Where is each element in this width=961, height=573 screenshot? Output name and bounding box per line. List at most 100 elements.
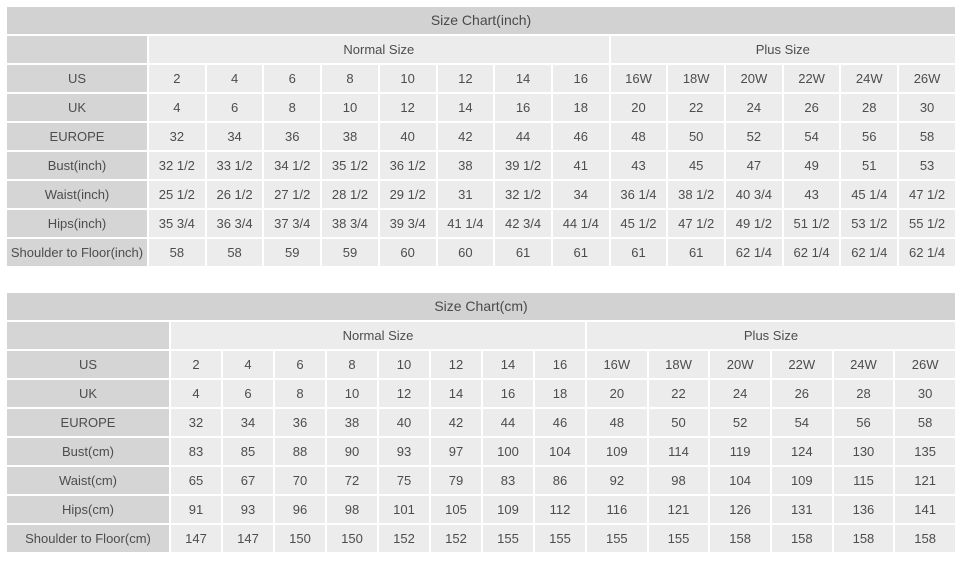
size-value-cell: 34 [552,181,609,208]
size-value-cell: 91 [171,496,221,523]
size-value-cell: 2 [149,65,205,92]
size-value-cell: 48 [610,123,667,150]
size-value-cell: 4 [223,351,273,378]
size-value-cell: 6 [206,94,263,121]
size-value-cell: 54 [771,409,832,436]
size-value-cell: 93 [223,496,273,523]
size-value-cell: 54 [783,123,840,150]
size-value-cell: 38 1/2 [668,181,725,208]
size-value-cell: 16 [552,65,609,92]
size-value-cell: 34 [223,409,273,436]
group-header-normal-size: Normal Size [171,322,585,349]
size-value-cell: 48 [587,409,647,436]
size-value-cell: 72 [327,467,377,494]
size-value-cell: 130 [833,438,894,465]
size-value-cell: 50 [668,123,725,150]
table-row: EUROPE 32 34 36 38 40 42 44 46 48 50 52 54 56 58 [7,123,955,150]
size-value-cell: 12 [379,380,429,407]
size-value-cell: 6 [264,65,321,92]
size-value-cell: 28 [841,94,898,121]
size-value-cell: 8 [275,380,325,407]
size-value-cell: 62 1/4 [841,239,898,266]
size-value-cell: 14 [483,351,533,378]
size-value-cell: 18 [535,380,585,407]
size-value-cell: 10 [322,94,378,121]
row-label: Waist(cm) [7,467,169,494]
size-value-cell: 50 [648,409,709,436]
size-value-cell: 56 [833,409,894,436]
size-value-cell: 35 3/4 [149,210,205,237]
size-value-cell: 97 [431,438,481,465]
size-value-cell: 114 [648,438,709,465]
size-value-cell: 152 [431,525,481,552]
size-value-cell: 49 1/2 [726,210,782,237]
row-label: Bust(inch) [7,152,147,179]
size-value-cell: 101 [379,496,429,523]
size-value-cell: 96 [275,496,325,523]
size-value-cell: 150 [275,525,325,552]
size-value-cell: 109 [771,467,832,494]
size-value-cell: 18W [668,65,725,92]
size-value-cell: 16W [587,351,647,378]
size-value-cell: 44 [495,123,551,150]
size-value-cell: 83 [483,467,533,494]
size-value-cell: 18 [552,94,609,121]
size-value-cell: 6 [223,380,273,407]
size-value-cell: 27 1/2 [264,181,321,208]
size-value-cell: 36 3/4 [206,210,263,237]
size-value-cell: 52 [726,123,782,150]
size-value-cell: 141 [895,496,955,523]
size-value-cell: 53 1/2 [841,210,898,237]
corner-cell [7,36,147,63]
size-value-cell: 24 [710,380,770,407]
size-value-cell: 34 [206,123,263,150]
size-value-cell: 58 [206,239,263,266]
size-value-cell: 55 1/2 [899,210,955,237]
size-value-cell: 39 3/4 [379,210,436,237]
row-label: US [7,65,147,92]
group-header-plus-size: Plus Size [587,322,955,349]
size-value-cell: 24W [833,351,894,378]
size-value-cell: 51 [841,152,898,179]
size-value-cell: 14 [437,94,494,121]
size-value-cell: 147 [223,525,273,552]
row-label: Shoulder to Floor(cm) [7,525,169,552]
size-value-cell: 26W [895,351,955,378]
table-row: Shoulder to Floor(inch) 58 58 59 59 60 60 61 61 6… [7,239,955,266]
size-value-cell: 24W [841,65,898,92]
size-value-cell: 126 [710,496,770,523]
size-value-cell: 25 1/2 [149,181,205,208]
size-value-cell: 10 [327,380,377,407]
size-value-cell: 60 [379,239,436,266]
size-value-cell: 61 [610,239,667,266]
size-value-cell: 38 3/4 [322,210,378,237]
size-value-cell: 155 [587,525,647,552]
size-value-cell: 58 [899,123,955,150]
size-value-cell: 2 [171,351,221,378]
size-value-cell: 8 [322,65,378,92]
size-value-cell: 37 3/4 [264,210,321,237]
size-value-cell: 49 [783,152,840,179]
size-value-cell: 36 1/4 [610,181,667,208]
size-value-cell: 26 [783,94,840,121]
size-value-cell: 98 [648,467,709,494]
size-value-cell: 61 [668,239,725,266]
table-row: Waist(cm) 65 67 70 72 75 79 83 86 92 98 104 109 115 12… [7,467,955,494]
size-value-cell: 46 [552,123,609,150]
size-value-cell: 109 [483,496,533,523]
size-value-cell: 32 [171,409,221,436]
size-value-cell: 22W [771,351,832,378]
size-value-cell: 10 [379,65,436,92]
table-row: UK 4 6 8 10 12 14 16 18 20 22 24 26 28 30 [7,380,955,407]
table-row: Bust(cm) 83 85 88 90 93 97 100 104 109 114 119 124 13… [7,438,955,465]
row-label: UK [7,380,169,407]
table-title: Size Chart(inch) [7,7,955,34]
size-value-cell: 58 [149,239,205,266]
size-value-cell: 34 1/2 [264,152,321,179]
size-value-cell: 29 1/2 [379,181,436,208]
size-value-cell: 51 1/2 [783,210,840,237]
size-value-cell: 26 1/2 [206,181,263,208]
size-value-cell: 86 [535,467,585,494]
size-chart-inch-table: Size Chart(inch) Normal Size Plus Size US 2 4… [5,5,957,268]
size-value-cell: 65 [171,467,221,494]
